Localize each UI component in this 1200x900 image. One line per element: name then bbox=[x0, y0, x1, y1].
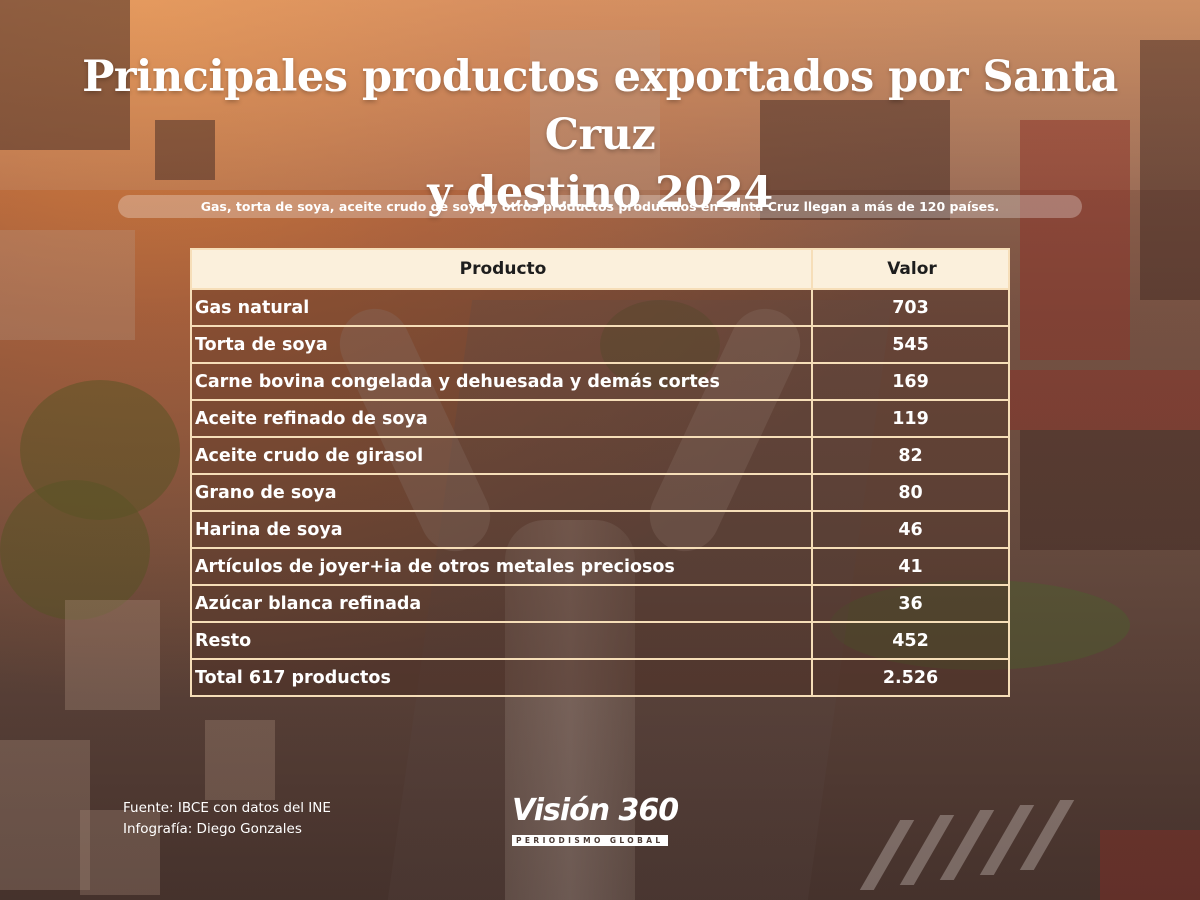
vision360-logo: Visión 360 PERIODISMO GLOBAL bbox=[512, 793, 692, 846]
product-cell: Artículos de joyer+ia de otros metales p… bbox=[190, 547, 813, 586]
author-credit: Infografía: Diego Gonzales bbox=[123, 821, 302, 837]
table-row: Grano de soya 80 bbox=[190, 473, 1010, 512]
total-row: Total 617 productos 2.526 bbox=[190, 658, 1010, 697]
title-line-2: y destino 2024 bbox=[427, 168, 773, 218]
table-row: Harina de soya 46 bbox=[190, 510, 1010, 549]
page-title: Principales productos exportados por San… bbox=[40, 48, 1160, 222]
credits: Fuente: IBCE con datos del INE Infografí… bbox=[123, 798, 331, 840]
table-header-row: Producto Valor bbox=[190, 248, 1010, 290]
table-row: Gas natural 703 bbox=[190, 288, 1010, 327]
value-cell: 119 bbox=[811, 399, 1010, 438]
source-credit: Fuente: IBCE con datos del INE bbox=[123, 800, 331, 816]
value-cell: 36 bbox=[811, 584, 1010, 623]
product-cell: Azúcar blanca refinada bbox=[190, 584, 813, 623]
table-row: Aceite crudo de girasol 82 bbox=[190, 436, 1010, 475]
subtitle-banner: Gas, torta de soya, aceite crudo de soya… bbox=[118, 195, 1082, 218]
value-cell: 82 bbox=[811, 436, 1010, 475]
value-cell: 169 bbox=[811, 362, 1010, 401]
column-header-producto: Producto bbox=[190, 248, 813, 290]
value-cell: 80 bbox=[811, 473, 1010, 512]
title-line-1: Principales productos exportados por San… bbox=[82, 52, 1118, 160]
table-row: Artículos de joyer+ia de otros metales p… bbox=[190, 547, 1010, 586]
product-cell: Gas natural bbox=[190, 288, 813, 327]
table-row: Azúcar blanca refinada 36 bbox=[190, 584, 1010, 623]
logo-tagline: PERIODISMO GLOBAL bbox=[512, 835, 668, 846]
value-cell: 545 bbox=[811, 325, 1010, 364]
exports-table: Producto Valor Gas natural 703 Torta de … bbox=[190, 248, 1010, 697]
logo-wordmark: Visión 360 bbox=[512, 793, 679, 828]
value-cell: 452 bbox=[811, 621, 1010, 660]
table-row: Aceite refinado de soya 119 bbox=[190, 399, 1010, 438]
total-value-cell: 2.526 bbox=[811, 658, 1010, 697]
value-cell: 46 bbox=[811, 510, 1010, 549]
value-cell: 41 bbox=[811, 547, 1010, 586]
product-cell: Carne bovina congelada y dehuesada y dem… bbox=[190, 362, 813, 401]
column-header-valor: Valor bbox=[811, 248, 1010, 290]
table-row: Carne bovina congelada y dehuesada y dem… bbox=[190, 362, 1010, 401]
product-cell: Grano de soya bbox=[190, 473, 813, 512]
total-label-cell: Total 617 productos bbox=[190, 658, 813, 697]
product-cell: Aceite crudo de girasol bbox=[190, 436, 813, 475]
table-row: Torta de soya 545 bbox=[190, 325, 1010, 364]
value-cell: 703 bbox=[811, 288, 1010, 327]
product-cell: Aceite refinado de soya bbox=[190, 399, 813, 438]
product-cell: Harina de soya bbox=[190, 510, 813, 549]
table-row: Resto 452 bbox=[190, 621, 1010, 660]
product-cell: Torta de soya bbox=[190, 325, 813, 364]
product-cell: Resto bbox=[190, 621, 813, 660]
